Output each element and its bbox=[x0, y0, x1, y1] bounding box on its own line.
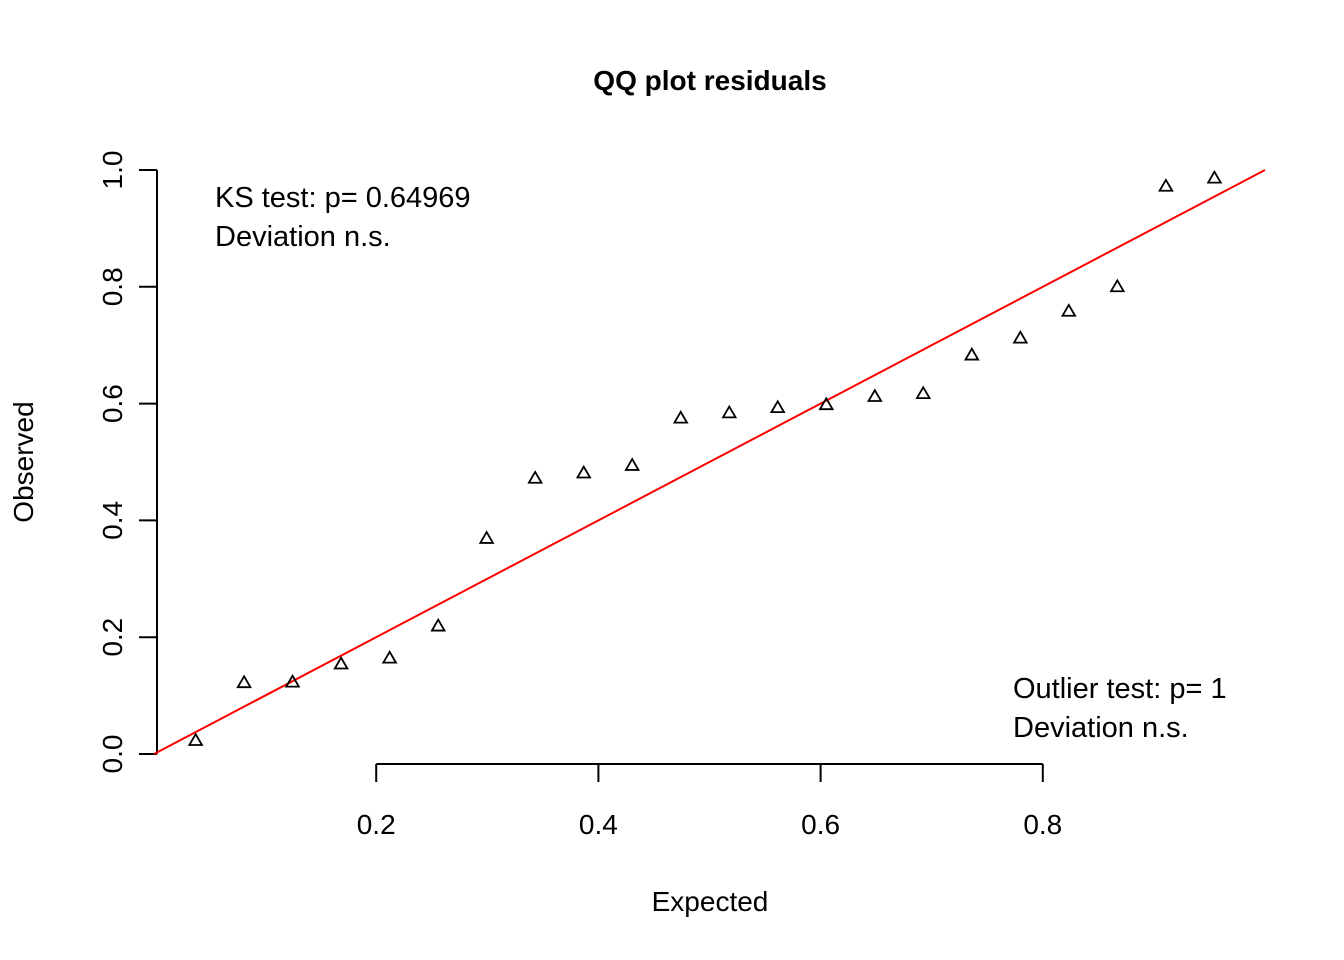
ks-test-text: KS test: p= 0.64969 bbox=[215, 182, 471, 214]
data-point bbox=[769, 399, 786, 414]
data-point bbox=[187, 732, 204, 746]
x-tick-label: 0.2 bbox=[357, 809, 396, 840]
x-axis-label: Expected bbox=[652, 886, 769, 917]
x-tick-label: 0.8 bbox=[1023, 809, 1062, 840]
chart-title: QQ plot residuals bbox=[593, 65, 826, 96]
data-point bbox=[1158, 178, 1174, 192]
x-tick-label: 0.4 bbox=[579, 809, 618, 840]
data-point bbox=[430, 617, 447, 632]
y-tick-label: 1.0 bbox=[97, 151, 128, 190]
data-point bbox=[963, 346, 980, 361]
data-point bbox=[575, 464, 592, 479]
data-point bbox=[1109, 278, 1126, 293]
data-point bbox=[333, 655, 349, 670]
y-tick-label: 0.2 bbox=[97, 618, 128, 657]
data-point bbox=[1012, 329, 1029, 344]
reference-line-group bbox=[153, 169, 1266, 755]
data-point bbox=[236, 674, 252, 689]
data-point bbox=[672, 409, 689, 424]
data-point bbox=[818, 396, 835, 411]
x-axis: 0.2 0.4 0.6 0.8 bbox=[357, 763, 1062, 840]
data-point bbox=[624, 457, 641, 471]
y-axis: 0.0 0.2 0.4 0.6 0.8 1.0 bbox=[97, 151, 158, 774]
data-point bbox=[1206, 169, 1223, 184]
data-point bbox=[381, 650, 398, 664]
data-points bbox=[187, 169, 1223, 746]
x-tick-label: 0.6 bbox=[801, 809, 840, 840]
data-point bbox=[478, 530, 495, 544]
data-point bbox=[527, 470, 544, 484]
reference-line bbox=[153, 169, 1266, 755]
y-tick-label: 0.4 bbox=[97, 501, 128, 540]
outlier-test-text: Outlier test: p= 1 bbox=[1013, 673, 1227, 705]
data-point bbox=[866, 388, 883, 402]
y-tick-label: 0.0 bbox=[97, 735, 128, 774]
y-tick-label: 0.8 bbox=[97, 267, 128, 306]
outlier-deviation-text: Deviation n.s. bbox=[1013, 712, 1189, 744]
ks-deviation-text: Deviation n.s. bbox=[215, 221, 391, 253]
data-point bbox=[284, 673, 301, 688]
y-axis-label: Observed bbox=[8, 401, 39, 522]
data-point bbox=[915, 385, 932, 400]
y-tick-label: 0.6 bbox=[97, 384, 128, 423]
data-point bbox=[721, 404, 738, 419]
data-point bbox=[1060, 303, 1077, 317]
